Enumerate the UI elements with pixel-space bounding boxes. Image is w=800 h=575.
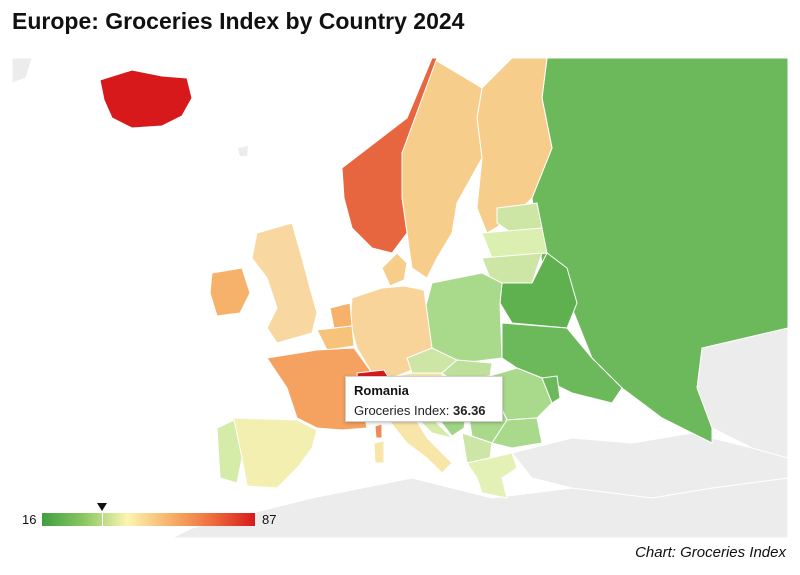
country-portugal[interactable] [216, 419, 243, 484]
country-ukraine[interactable] [501, 322, 623, 404]
country-norway[interactable] [341, 58, 438, 254]
country-spain[interactable] [231, 417, 318, 489]
country-bulgaria[interactable] [491, 417, 543, 449]
legend-marker-icon [97, 503, 107, 511]
country-ireland[interactable] [209, 267, 251, 317]
country-netherlands[interactable] [329, 302, 353, 329]
country-tooltip: Romania Groceries Index: 36.36 [345, 376, 503, 422]
country-sweden[interactable] [401, 58, 483, 279]
country-united-kingdom[interactable] [251, 222, 318, 344]
country-belarus[interactable] [499, 252, 578, 329]
tooltip-country-name: Romania [354, 383, 409, 398]
region-turkey[interactable] [511, 432, 788, 499]
europe-map[interactable] [12, 58, 788, 538]
country-corsica[interactable] [374, 423, 383, 439]
legend-min-label: 16 [22, 512, 37, 527]
country-sardinia[interactable] [373, 440, 385, 464]
country-iceland[interactable] [99, 69, 193, 129]
country-greece[interactable] [466, 452, 518, 499]
region-greenland-fragment [12, 58, 33, 84]
tooltip-value: 36.36 [453, 403, 486, 418]
chart-title: Europe: Groceries Index by Country 2024 [12, 8, 465, 34]
legend-marker-tick [102, 513, 103, 526]
region-faroe [238, 146, 248, 156]
chart-source: Chart: Groceries Index [635, 544, 786, 561]
map-area[interactable]: Romania Groceries Index: 36.36 [12, 58, 788, 538]
country-moldova[interactable] [541, 375, 561, 404]
country-belgium[interactable] [316, 325, 355, 351]
tooltip-value-line: Groceries Index: 36.36 [354, 403, 494, 418]
tooltip-label: Groceries Index: [354, 403, 450, 418]
country-denmark[interactable] [381, 252, 408, 287]
legend-max-label: 87 [262, 512, 277, 527]
legend-color-scale [42, 513, 255, 526]
